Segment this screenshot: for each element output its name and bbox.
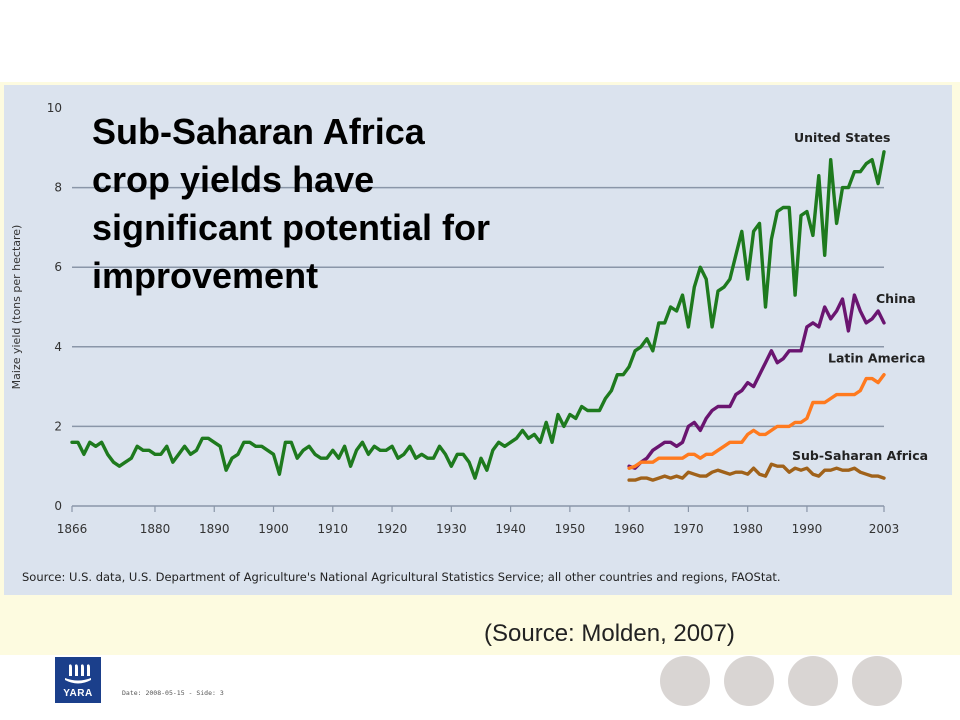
y-tick-label: 0 — [54, 499, 62, 513]
y-tick-label: 10 — [47, 101, 62, 115]
series-label: Sub-Saharan Africa — [792, 448, 928, 463]
x-tick-label: 1940 — [495, 522, 526, 536]
series-line-us — [70, 150, 886, 480]
series-label: United States — [794, 130, 890, 145]
x-tick-label: 1900 — [258, 522, 289, 536]
source-note: Source: U.S. data, U.S. Department of Ag… — [22, 570, 781, 584]
x-tick-label: 1920 — [377, 522, 408, 536]
x-tick-label: 1980 — [732, 522, 763, 536]
footer-date-page: Date: 2008-05-15 - Side: 3 — [122, 689, 224, 697]
series-line-ssa — [627, 462, 886, 482]
chart-title: Sub-Saharan Africa crop yields have sign… — [92, 111, 491, 296]
series-line-latin-america — [627, 373, 886, 470]
decorative-circle — [660, 656, 710, 706]
x-tick-label: 1950 — [555, 522, 586, 536]
x-axis-ticks: 1866 1880 1890 1900 1910 1920 1930 1940 1950 1960… — [57, 506, 900, 536]
viking-ship-icon — [65, 664, 91, 684]
y-tick-label: 4 — [54, 340, 62, 354]
decorative-circle — [852, 656, 902, 706]
y-tick-label: 8 — [54, 181, 62, 195]
series-line-china — [627, 293, 886, 470]
logo-text: YARA — [63, 688, 93, 699]
x-tick-label: 1930 — [436, 522, 467, 536]
x-tick-label: 1910 — [318, 522, 349, 536]
y-axis-ticks: 0 2 4 6 8 10 — [47, 101, 62, 513]
series-label: Latin America — [828, 351, 925, 366]
y-tick-label: 6 — [54, 260, 62, 274]
decorative-circle — [788, 656, 838, 706]
decorative-circle — [724, 656, 774, 706]
x-tick-label: 1960 — [614, 522, 645, 536]
x-tick-label: 1880 — [140, 522, 171, 536]
maize-yield-chart: 0 2 4 6 8 10 1866 1880 1890 1900 1910 1920 1930 1940… — [10, 101, 928, 536]
yara-logo: YARA — [55, 657, 101, 703]
series-lines — [70, 150, 886, 482]
x-tick-label: 1890 — [199, 522, 230, 536]
x-tick-label: 1990 — [792, 522, 823, 536]
series-label: China — [876, 291, 916, 306]
chart-panel — [4, 85, 952, 595]
x-tick-label: 1866 — [57, 522, 88, 536]
slide-citation: (Source: Molden, 2007) — [484, 620, 735, 647]
x-tick-label: 1970 — [673, 522, 704, 536]
series-labels: United States China Latin America Sub-Sahar… — [792, 130, 928, 463]
y-tick-label: 2 — [54, 419, 62, 433]
x-tick-label: 2003 — [869, 522, 900, 536]
y-axis-label: Maize yield (tons per hectare) — [10, 225, 23, 390]
